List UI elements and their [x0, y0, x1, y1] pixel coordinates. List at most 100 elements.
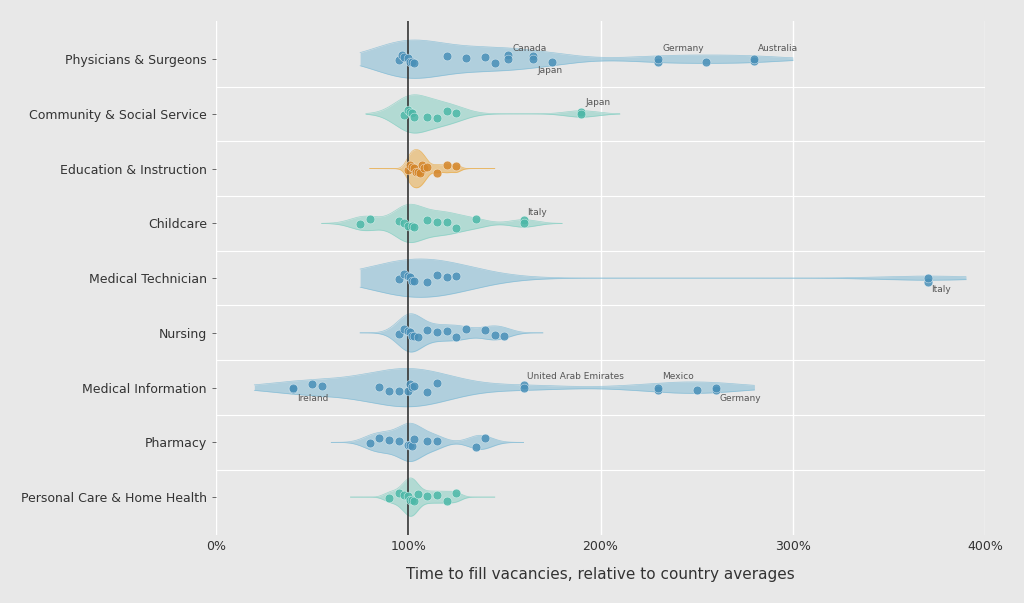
Point: [419, 491, 435, 501]
Point: [438, 160, 455, 169]
Point: [429, 379, 445, 388]
Point: [403, 57, 420, 67]
Point: [406, 331, 422, 341]
Point: [525, 51, 542, 61]
Point: [396, 218, 413, 227]
Point: [410, 167, 426, 177]
Point: [406, 496, 422, 506]
Point: [403, 495, 420, 505]
Point: [449, 161, 465, 171]
Point: [515, 218, 531, 228]
Point: [410, 332, 426, 341]
Point: [449, 488, 465, 498]
Point: [410, 489, 426, 499]
Point: [429, 218, 445, 227]
Text: Canada: Canada: [512, 43, 547, 52]
Point: [497, 331, 513, 341]
Point: [285, 384, 301, 394]
Point: [500, 50, 516, 60]
Point: [400, 491, 417, 501]
Point: [396, 270, 413, 279]
Point: [403, 162, 420, 171]
Point: [406, 223, 422, 232]
Point: [390, 329, 407, 339]
Point: [746, 54, 763, 64]
Point: [650, 57, 667, 67]
Point: [304, 379, 321, 388]
Text: Mexico: Mexico: [663, 372, 694, 381]
Point: [400, 105, 417, 115]
Point: [381, 386, 397, 396]
Point: [361, 215, 378, 224]
Point: [429, 168, 445, 178]
Point: [500, 54, 516, 64]
Text: Japan: Japan: [537, 66, 562, 75]
Point: [477, 52, 494, 62]
Point: [419, 387, 435, 397]
Point: [400, 271, 417, 281]
Point: [449, 223, 465, 232]
Point: [406, 434, 422, 444]
X-axis label: Time to fill vacancies, relative to country averages: Time to fill vacancies, relative to coun…: [407, 567, 795, 582]
Point: [419, 325, 435, 335]
Point: [920, 273, 936, 283]
Point: [515, 383, 531, 393]
Point: [361, 438, 378, 448]
Point: [438, 273, 455, 282]
Point: [390, 488, 407, 498]
Point: [467, 215, 483, 224]
Point: [486, 58, 503, 68]
Point: [477, 434, 494, 443]
Point: [371, 382, 387, 391]
Point: [650, 54, 667, 64]
Point: [403, 382, 420, 391]
Point: [477, 325, 494, 335]
Point: [419, 215, 435, 225]
Point: [400, 326, 417, 336]
Point: [438, 496, 455, 506]
Point: [525, 54, 542, 64]
Point: [313, 380, 330, 390]
Point: [419, 112, 435, 122]
Point: [414, 160, 430, 170]
Point: [396, 110, 413, 120]
Point: [403, 108, 420, 118]
Point: [402, 160, 419, 169]
Point: [406, 276, 422, 286]
Point: [429, 436, 445, 446]
Point: [449, 108, 465, 118]
Point: [400, 441, 417, 450]
Point: [396, 324, 413, 333]
Point: [403, 331, 420, 341]
Point: [515, 380, 531, 390]
Point: [402, 441, 419, 450]
Point: [390, 274, 407, 284]
Point: [708, 385, 724, 395]
Point: [515, 216, 531, 226]
Point: [416, 163, 432, 172]
Point: [402, 379, 419, 389]
Point: [390, 437, 407, 446]
Point: [406, 58, 422, 68]
Text: Australia: Australia: [758, 43, 799, 52]
Text: Japan: Japan: [585, 98, 610, 107]
Point: [449, 332, 465, 342]
Point: [467, 442, 483, 452]
Point: [746, 56, 763, 66]
Point: [402, 273, 419, 282]
Point: [650, 383, 667, 393]
Point: [698, 57, 715, 67]
Point: [438, 106, 455, 116]
Point: [708, 383, 724, 393]
Point: [390, 55, 407, 65]
Point: [429, 270, 445, 280]
Point: [650, 385, 667, 395]
Point: [390, 216, 407, 226]
Point: [402, 327, 419, 337]
Point: [688, 385, 705, 395]
Point: [458, 54, 474, 63]
Point: [438, 326, 455, 336]
Point: [429, 113, 445, 122]
Point: [381, 435, 397, 445]
Point: [408, 167, 424, 177]
